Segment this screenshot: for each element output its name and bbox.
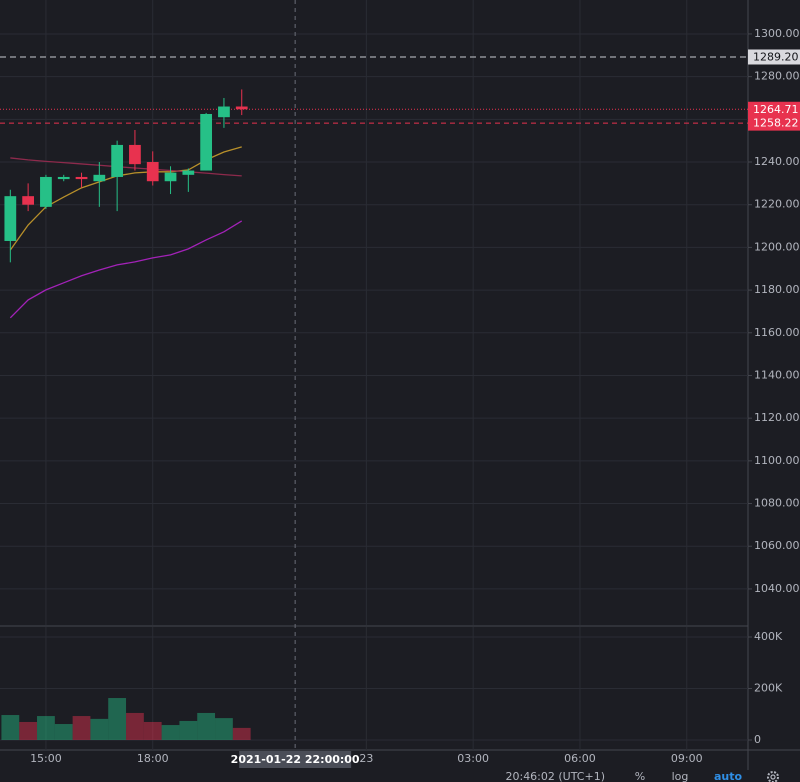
y-tick-label: 1280.00 <box>754 70 800 83</box>
volume-bar <box>72 716 91 740</box>
price-badge-label: 1289.20 <box>753 50 799 63</box>
volume-bar <box>54 724 73 740</box>
volume-bar <box>232 727 251 740</box>
volume-tick-label: 400K <box>754 630 783 643</box>
candle-body <box>164 172 177 182</box>
volume-bar <box>108 698 127 740</box>
volume-bar <box>19 721 38 740</box>
y-tick-label: 1200.00 <box>754 240 800 253</box>
crosshair-badge <box>239 751 352 768</box>
candle-body <box>4 196 17 241</box>
crosshair-label: 2021-01-22 22:00:00 <box>231 753 360 766</box>
volume-bar <box>143 721 162 740</box>
y-tick-label: 1300.00 <box>754 27 800 40</box>
volume-tick-label: 0 <box>754 733 761 746</box>
volume-bar <box>1 715 20 740</box>
y-tick-label: 1220.00 <box>754 198 800 211</box>
x-tick-label: 18:00 <box>137 752 169 765</box>
price-badge <box>748 49 800 65</box>
settings-button[interactable] <box>767 771 779 782</box>
y-tick-label: 1160.00 <box>754 326 800 339</box>
auto-button[interactable]: auto <box>714 770 743 782</box>
volume-bar <box>197 712 216 740</box>
candle-body <box>182 170 195 175</box>
volume-bar <box>126 712 144 740</box>
candle-body <box>57 176 70 180</box>
candle-body <box>218 106 230 118</box>
candle-body <box>129 144 141 165</box>
clock: 20:46:02 (UTC+1) <box>505 770 605 782</box>
volume-bar <box>161 725 180 740</box>
candle-body <box>146 162 159 182</box>
candle-body <box>75 176 88 180</box>
y-tick-label: 1100.00 <box>754 454 800 467</box>
volume-tick-label: 200K <box>754 682 783 695</box>
volume-bar <box>90 718 109 740</box>
volume-bar <box>37 716 55 740</box>
percent-button[interactable]: % <box>635 770 645 782</box>
candle-body <box>93 174 106 182</box>
volume-bar <box>179 720 198 740</box>
candle-body <box>40 176 52 207</box>
moving-average <box>10 157 242 177</box>
candle-body <box>111 144 124 177</box>
moving-average <box>9 220 243 319</box>
x-tick-label: 09:00 <box>671 752 703 765</box>
y-tick-label: 1180.00 <box>754 283 800 296</box>
x-tick-label: 03:00 <box>457 752 489 765</box>
y-tick-label: 1060.00 <box>754 539 800 552</box>
y-tick-label: 1040.00 <box>754 582 800 595</box>
volume-bar <box>215 718 233 740</box>
price-badge <box>748 115 800 131</box>
y-tick-label: 1140.00 <box>754 368 800 381</box>
price-badge-label: 1258.22 <box>753 117 799 130</box>
candle-body <box>22 196 34 205</box>
price-badge <box>748 101 800 117</box>
price-badge-label: 1264.71 <box>753 103 799 116</box>
y-tick-label: 1120.00 <box>754 411 800 424</box>
x-tick-label: 23 <box>359 752 373 765</box>
x-tick-label: 06:00 <box>564 752 596 765</box>
y-tick-label: 1080.00 <box>754 497 800 510</box>
log-button[interactable]: log <box>672 770 689 782</box>
candle-body <box>235 106 248 110</box>
candle-body <box>200 113 213 171</box>
status-bar <box>0 770 800 782</box>
x-tick-label: 15:00 <box>30 752 62 765</box>
y-tick-label: 1240.00 <box>754 155 800 168</box>
